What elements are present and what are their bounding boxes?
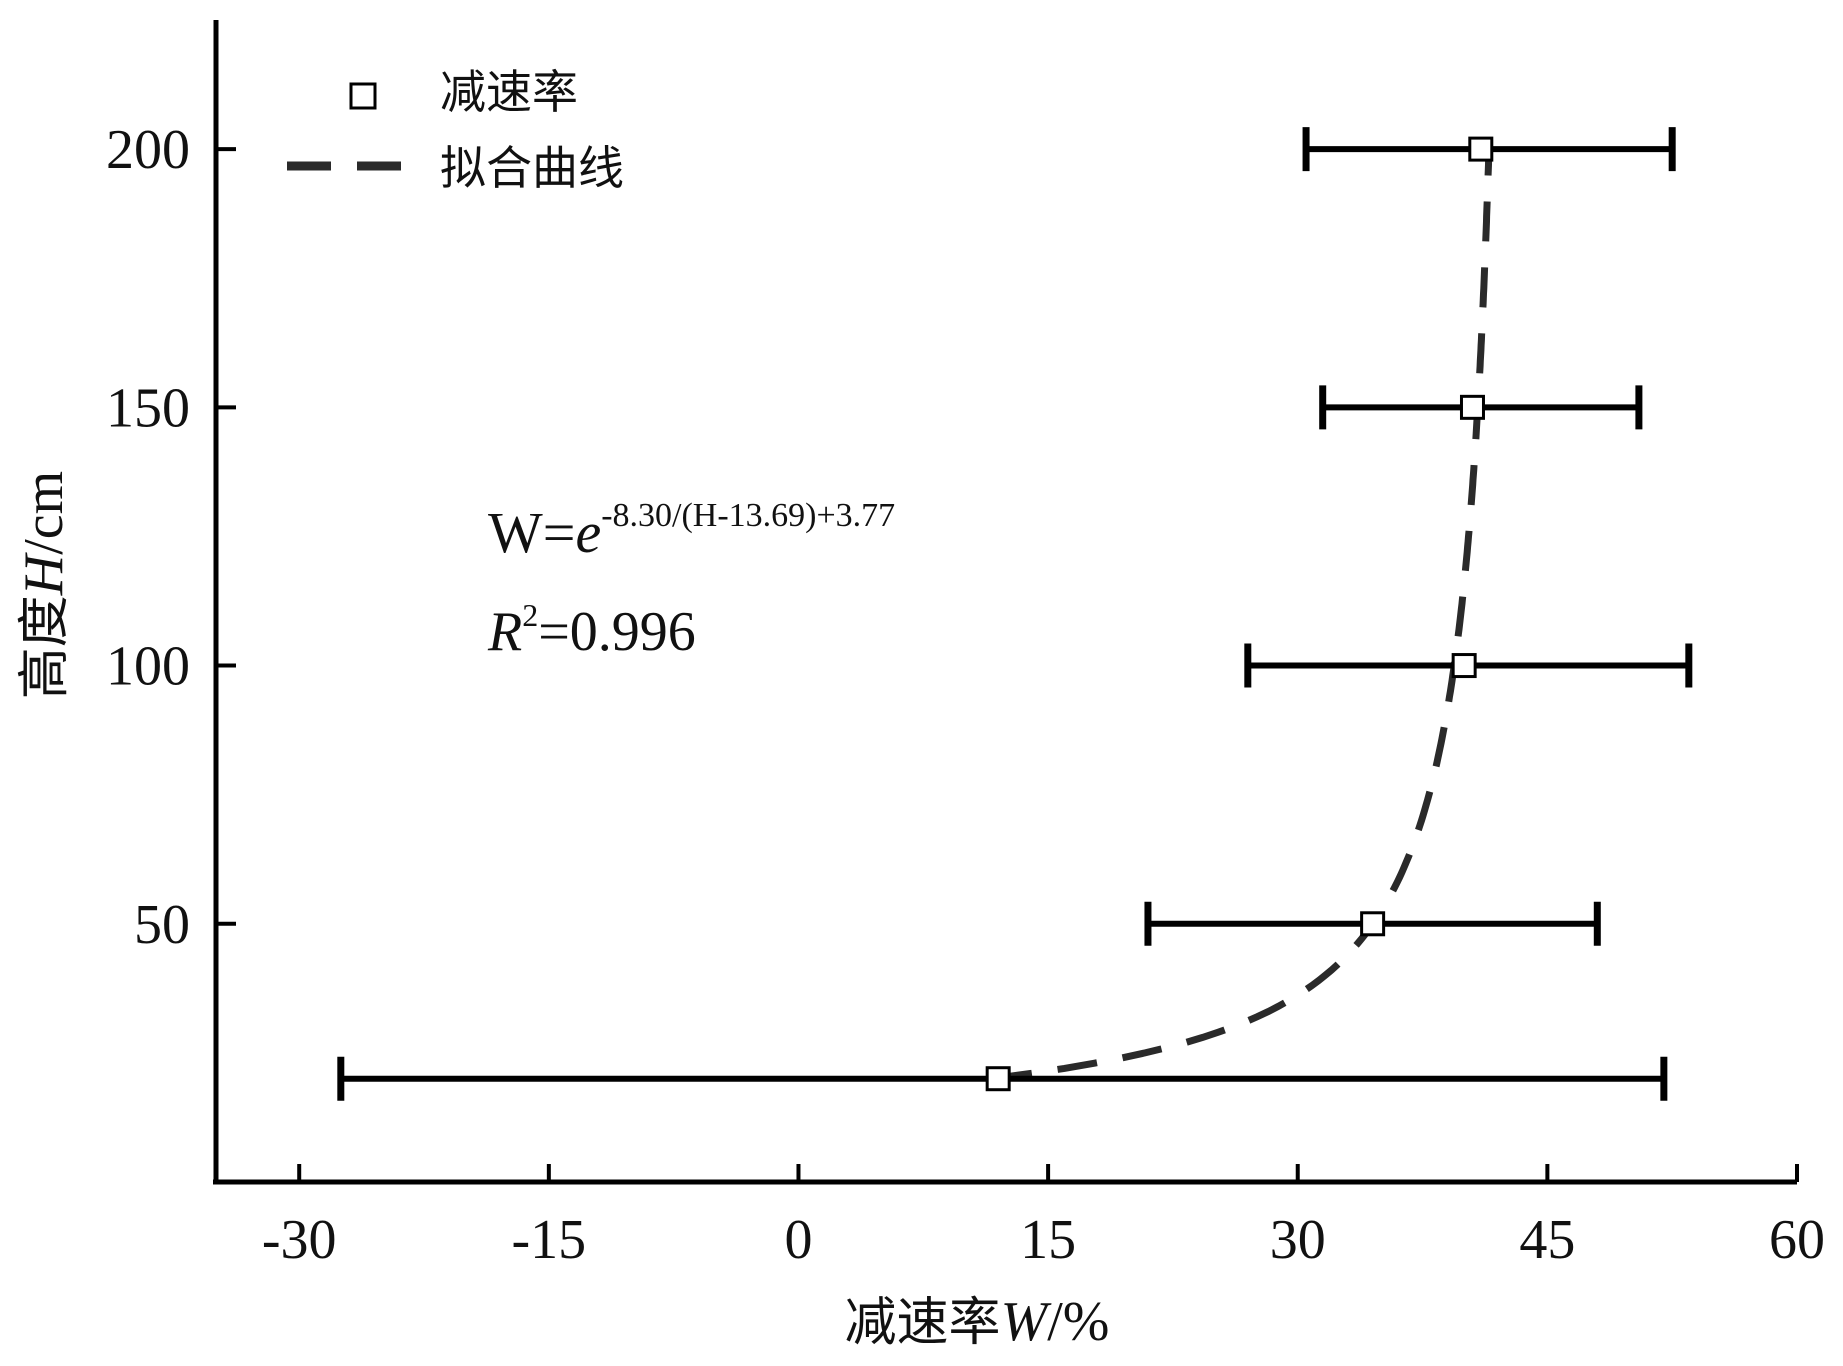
x-tick-label: 0	[784, 1209, 812, 1271]
y-axis-label-unit: /cm	[13, 471, 75, 555]
x-tick-label: 30	[1270, 1209, 1326, 1271]
data-point-marker	[1360, 911, 1386, 937]
equation-lhs: W=	[488, 500, 575, 565]
data-point-marker	[1468, 136, 1494, 162]
y-tick-label: 200	[106, 119, 190, 181]
x-axis-label-var: W	[1001, 1291, 1052, 1353]
equation-base: e	[575, 500, 601, 565]
x-tick-label: -15	[512, 1209, 587, 1271]
y-tick-label: 150	[106, 377, 190, 439]
x-axis-label-unit: /%	[1047, 1291, 1109, 1353]
data-point-marker	[985, 1066, 1011, 1092]
y-tick-label: 100	[106, 636, 190, 698]
equation-annotation: W=e-8.30/(H-13.69)+3.77	[488, 497, 895, 565]
y-tick-label: 50	[134, 894, 190, 956]
data-point-marker	[1451, 653, 1477, 679]
equation-exponent: -8.30/(H-13.69)+3.77	[601, 497, 895, 534]
r-squared-annotation: R2=0.996	[487, 597, 696, 663]
x-tick-label: 60	[1769, 1209, 1825, 1271]
fit-curve	[991, 148, 1493, 1083]
x-tick-label: -30	[262, 1209, 337, 1271]
legend: 减速率 拟合曲线	[287, 65, 624, 195]
r2-var: R	[487, 601, 522, 663]
r2-sup: 2	[522, 597, 538, 633]
marker-layer	[985, 136, 1494, 1092]
x-ticks: -30 -15 0 15 30 45 60	[262, 1164, 1825, 1271]
x-tick-label: 45	[1519, 1209, 1575, 1271]
x-tick-label: 15	[1020, 1209, 1076, 1271]
x-axis-label: 减速率W/%	[845, 1291, 1110, 1353]
legend-label-points: 减速率	[440, 65, 578, 119]
r2-value: =0.996	[538, 601, 696, 663]
x-axis-label-cjk: 减速率	[845, 1293, 1001, 1353]
legend-square-marker	[349, 82, 377, 110]
y-axis-label-var: H	[13, 552, 75, 596]
data-point-marker	[1459, 394, 1485, 420]
y-ticks: 50 100 150 200	[106, 119, 236, 956]
fit-curve-layer	[991, 148, 1493, 1083]
y-axis-label-cjk: 高度	[15, 595, 75, 699]
y-axis-label: 高度H/cm	[13, 471, 75, 699]
legend-label-curve: 拟合曲线	[440, 141, 624, 195]
